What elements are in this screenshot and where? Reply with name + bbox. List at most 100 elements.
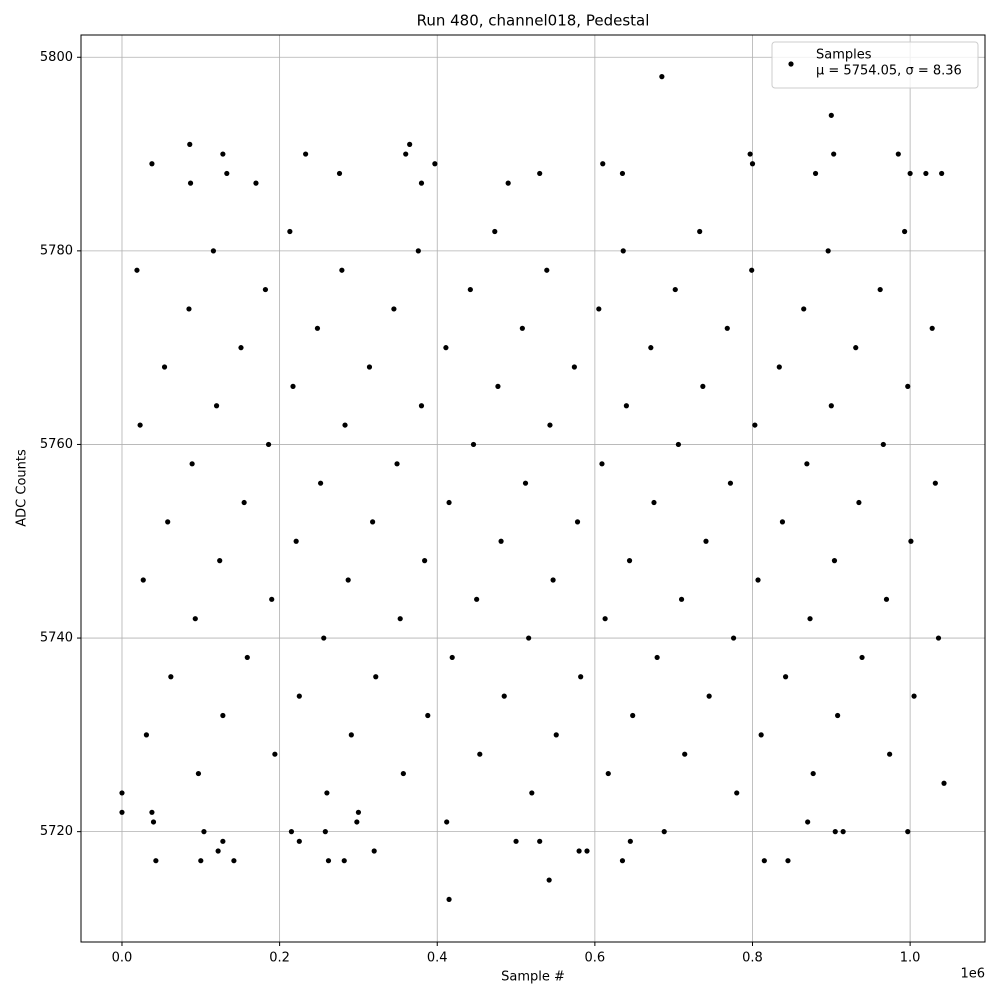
- point: [422, 558, 428, 564]
- point: [939, 170, 945, 177]
- point: [932, 480, 938, 486]
- point: [449, 654, 455, 661]
- point: [339, 267, 345, 273]
- x-tick-label: 0.8: [742, 951, 763, 966]
- point: [244, 654, 250, 661]
- point: [394, 461, 400, 467]
- point: [474, 596, 480, 602]
- point: [883, 596, 890, 602]
- point: [654, 654, 660, 661]
- point: [747, 151, 753, 157]
- point: [902, 228, 908, 235]
- point: [761, 858, 767, 864]
- point: [403, 151, 409, 157]
- point: [825, 248, 831, 254]
- point: [537, 170, 543, 177]
- point: [220, 838, 226, 844]
- point: [149, 809, 155, 815]
- plot-frame: [80, 34, 986, 943]
- point: [336, 170, 343, 177]
- point: [828, 403, 834, 409]
- point: [231, 858, 237, 864]
- point: [293, 538, 299, 544]
- point: [700, 383, 706, 389]
- point: [840, 829, 846, 835]
- point: [672, 286, 678, 293]
- point: [153, 858, 159, 864]
- point: [828, 112, 834, 118]
- point: [605, 770, 611, 777]
- point: [288, 829, 295, 835]
- point: [446, 896, 452, 903]
- point: [619, 170, 626, 177]
- point: [224, 170, 230, 177]
- point: [322, 829, 328, 835]
- point: [355, 809, 362, 815]
- point: [776, 364, 782, 370]
- point: [804, 461, 810, 467]
- point: [296, 693, 302, 699]
- x-tick-label: 0.2: [269, 951, 290, 966]
- point: [119, 790, 125, 796]
- point: [584, 848, 590, 854]
- point: [443, 345, 449, 351]
- point: [529, 790, 535, 796]
- point: [213, 403, 220, 409]
- x-offset-label: 1e6: [960, 967, 985, 982]
- point: [269, 596, 275, 602]
- point: [418, 180, 425, 186]
- x-tick-label: 0.4: [427, 951, 448, 966]
- point: [446, 499, 452, 506]
- point: [706, 693, 712, 699]
- point: [241, 499, 247, 506]
- legend-label: Samples: [816, 48, 872, 63]
- point: [859, 654, 865, 661]
- point: [599, 461, 605, 467]
- point: [620, 248, 626, 254]
- point: [724, 325, 730, 331]
- point: [831, 151, 837, 157]
- point: [342, 422, 348, 428]
- point: [935, 635, 942, 641]
- point: [752, 422, 758, 428]
- point: [391, 306, 397, 312]
- point: [187, 180, 194, 186]
- point: [215, 848, 221, 854]
- point: [648, 345, 654, 351]
- point: [366, 364, 373, 370]
- point: [325, 858, 332, 864]
- point: [522, 480, 529, 486]
- point: [907, 170, 913, 177]
- point: [623, 403, 629, 409]
- point: [697, 228, 703, 235]
- point: [505, 180, 511, 186]
- point: [929, 325, 935, 331]
- point: [217, 558, 223, 564]
- point: [905, 829, 911, 835]
- point: [262, 286, 269, 293]
- point: [807, 616, 813, 622]
- x-tick-label: 1.0: [900, 951, 921, 966]
- point: [661, 829, 667, 835]
- point: [923, 170, 929, 177]
- point: [627, 838, 633, 844]
- y-tick-label: 5720: [40, 824, 73, 839]
- point: [134, 267, 140, 273]
- point: [682, 751, 688, 757]
- point: [810, 770, 816, 777]
- point: [348, 732, 354, 738]
- point: [189, 461, 195, 467]
- point: [140, 577, 146, 583]
- y-tick-label: 5780: [40, 243, 73, 258]
- point: [941, 780, 947, 786]
- point: [547, 422, 553, 428]
- point: [571, 364, 577, 370]
- point: [432, 161, 438, 167]
- point: [659, 74, 665, 80]
- y-tick-label: 5740: [40, 631, 73, 646]
- point: [187, 141, 193, 147]
- legend-box: [771, 41, 979, 89]
- point: [727, 480, 734, 486]
- point: [600, 161, 606, 167]
